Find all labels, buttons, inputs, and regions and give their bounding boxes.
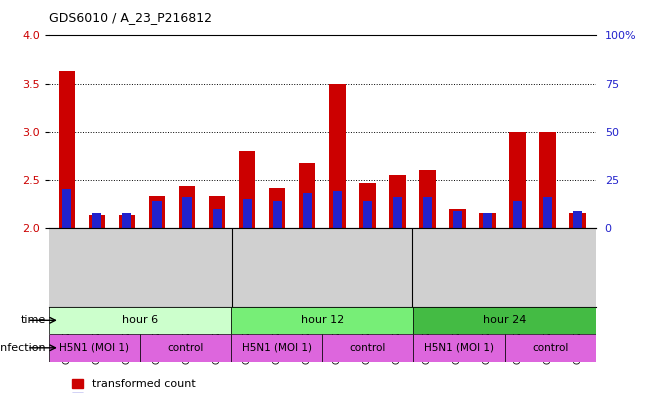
Bar bbox=[570, 213, 586, 228]
Bar bbox=[333, 191, 342, 228]
Bar bbox=[509, 132, 526, 228]
Bar bbox=[419, 170, 436, 228]
Bar bbox=[62, 189, 72, 228]
Bar bbox=[329, 83, 346, 228]
Bar bbox=[212, 209, 221, 228]
Bar bbox=[505, 334, 596, 362]
Text: GDS6010 / A_23_P216812: GDS6010 / A_23_P216812 bbox=[49, 11, 212, 24]
Text: hour 24: hour 24 bbox=[483, 315, 526, 325]
Bar bbox=[393, 197, 402, 228]
Bar bbox=[122, 213, 132, 228]
Bar bbox=[269, 187, 285, 228]
Text: H5N1 (MOI 1): H5N1 (MOI 1) bbox=[424, 343, 494, 353]
Bar bbox=[148, 196, 165, 228]
Bar bbox=[449, 209, 465, 228]
Bar bbox=[92, 213, 102, 228]
Bar bbox=[453, 211, 462, 228]
Bar bbox=[423, 197, 432, 228]
Bar bbox=[573, 211, 582, 228]
Bar bbox=[479, 213, 496, 228]
Text: hour 12: hour 12 bbox=[301, 315, 344, 325]
Bar bbox=[359, 183, 376, 228]
Text: H5N1 (MOI 1): H5N1 (MOI 1) bbox=[59, 343, 130, 353]
Bar bbox=[231, 334, 322, 362]
Bar bbox=[239, 151, 255, 228]
Bar bbox=[413, 307, 596, 334]
Bar bbox=[363, 201, 372, 228]
Bar bbox=[182, 197, 191, 228]
Bar bbox=[49, 334, 140, 362]
Bar bbox=[483, 213, 492, 228]
Text: control: control bbox=[167, 343, 204, 353]
Bar bbox=[59, 71, 75, 228]
Text: H5N1 (MOI 1): H5N1 (MOI 1) bbox=[242, 343, 312, 353]
Bar bbox=[152, 201, 161, 228]
Text: time: time bbox=[20, 315, 46, 325]
Bar bbox=[413, 334, 505, 362]
Bar bbox=[389, 175, 406, 228]
Bar bbox=[539, 132, 556, 228]
Bar bbox=[303, 193, 312, 228]
Bar bbox=[209, 196, 225, 228]
Bar bbox=[299, 163, 316, 228]
Bar bbox=[118, 215, 135, 228]
Text: control: control bbox=[350, 343, 386, 353]
Bar bbox=[179, 185, 195, 228]
Bar bbox=[231, 307, 413, 334]
Bar bbox=[322, 334, 413, 362]
Bar bbox=[273, 201, 282, 228]
Bar bbox=[513, 201, 522, 228]
Bar bbox=[49, 307, 231, 334]
Bar bbox=[89, 215, 105, 228]
Text: infection: infection bbox=[0, 343, 46, 353]
Text: control: control bbox=[532, 343, 568, 353]
Bar bbox=[543, 197, 552, 228]
Bar bbox=[243, 199, 252, 228]
Bar bbox=[140, 334, 231, 362]
Text: hour 6: hour 6 bbox=[122, 315, 158, 325]
Legend: transformed count, percentile rank within the sample: transformed count, percentile rank withi… bbox=[68, 375, 284, 393]
